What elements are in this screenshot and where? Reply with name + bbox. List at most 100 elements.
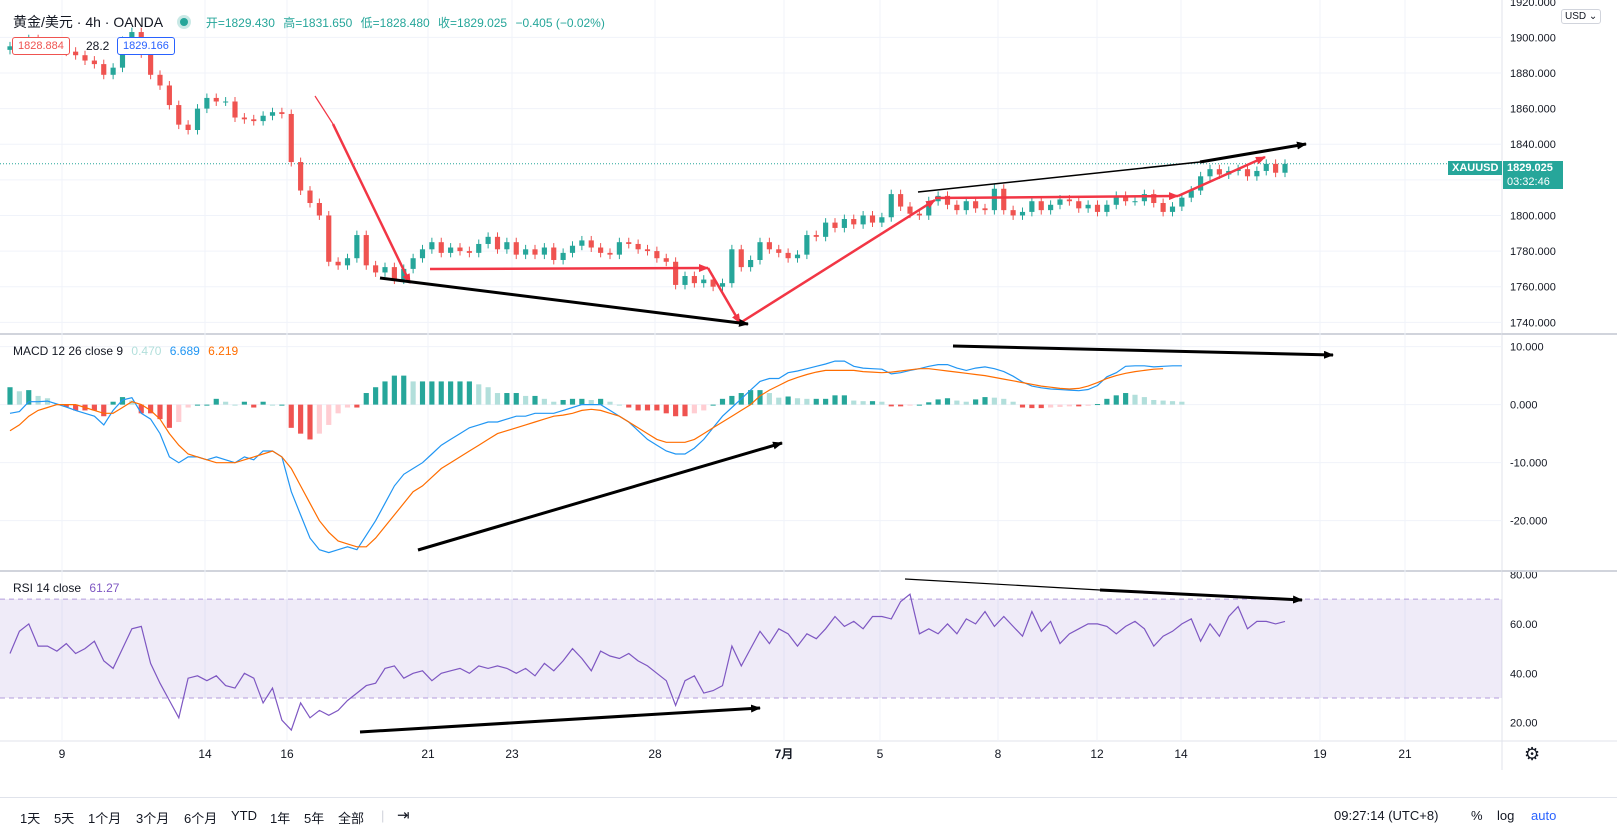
candle-body <box>607 252 613 255</box>
candle-body <box>166 85 172 106</box>
candle <box>110 63 116 80</box>
macd-histogram-bar <box>401 375 407 405</box>
price-tick-label: 1840.000 <box>1510 139 1556 151</box>
candle <box>738 244 744 272</box>
candle-body <box>241 117 247 120</box>
candle <box>757 237 763 265</box>
candle <box>298 157 304 195</box>
period-3m[interactable]: 3个月 <box>136 811 170 826</box>
macd-histogram-bar <box>391 375 397 405</box>
candle <box>954 200 960 215</box>
macd-histogram-bar <box>982 397 988 405</box>
toolbar-divider: | <box>381 808 385 823</box>
percent-toggle[interactable]: % <box>1471 808 1483 823</box>
candle <box>785 248 791 263</box>
candle-body <box>757 242 763 260</box>
period-ytd[interactable]: YTD <box>231 808 257 823</box>
currency-selector[interactable]: USD ⌄ <box>1561 9 1602 24</box>
candle <box>541 243 547 260</box>
period-5d[interactable]: 5天 <box>54 811 75 826</box>
candle-body <box>354 235 360 259</box>
period-all[interactable]: 全部 <box>338 811 365 826</box>
period-6m[interactable]: 6个月 <box>184 811 218 826</box>
candle-body <box>494 236 501 250</box>
candle-body <box>1216 169 1222 175</box>
macd-histogram-bar <box>438 381 444 405</box>
candle-body <box>560 252 566 260</box>
candle <box>1113 191 1119 210</box>
candle <box>879 212 885 228</box>
macd-tick-label: -10.000 <box>1510 458 1547 470</box>
candle-body <box>157 74 163 86</box>
candle-body <box>457 247 463 252</box>
macd-histogram-bar <box>307 404 313 440</box>
macd-histogram-bar <box>1010 401 1016 405</box>
candle-body <box>719 283 726 287</box>
macd-histogram-bar <box>973 399 979 405</box>
sell-price-box[interactable]: 1828.884 <box>12 37 70 55</box>
macd-histogram-bar <box>541 398 547 405</box>
candle <box>1254 166 1260 181</box>
candle-body <box>466 251 472 253</box>
candle <box>1198 171 1204 195</box>
period-1y[interactable]: 1年 <box>270 811 291 826</box>
candle <box>551 243 557 265</box>
candle <box>1282 159 1288 178</box>
time-tick-label: 16 <box>280 747 294 761</box>
candle <box>944 191 951 210</box>
candle-body <box>1207 169 1213 177</box>
candle <box>1001 184 1007 215</box>
macd-histogram-bar <box>1169 401 1176 405</box>
go-to-date-icon[interactable]: ⇥ <box>397 807 410 824</box>
change-value: −0.405 (−0.02%) <box>515 16 605 30</box>
macd-histogram-bar <box>148 404 154 414</box>
candle <box>841 214 847 233</box>
open-value: 开=1829.430 <box>205 16 275 30</box>
period-5y[interactable]: 5年 <box>304 811 325 826</box>
candle-body <box>982 208 988 211</box>
macd-histogram-bar <box>457 381 463 405</box>
auto-toggle[interactable]: auto <box>1531 808 1557 823</box>
candle <box>673 257 679 290</box>
candle <box>466 246 472 258</box>
chart-background <box>0 0 1617 797</box>
rsi-tick-label: 60.00 <box>1510 619 1538 631</box>
red-arrow-drop2 <box>706 267 742 324</box>
red-arrow-rise <box>739 198 936 325</box>
candle-body <box>551 247 557 260</box>
log-toggle[interactable]: log <box>1497 808 1515 823</box>
candle <box>1048 200 1054 215</box>
candle <box>176 100 182 130</box>
macd-histogram-bar <box>785 396 791 405</box>
candle <box>326 211 332 267</box>
price-tick-label: 1880.000 <box>1510 68 1556 80</box>
candle <box>598 243 604 258</box>
currency-label: USD <box>1565 11 1587 22</box>
candle <box>1019 207 1026 220</box>
candle-body <box>269 112 276 116</box>
macd-histogram-bar <box>588 399 594 405</box>
candle <box>869 211 876 228</box>
macd-histogram-bar <box>1019 404 1026 408</box>
macd-histogram-bar <box>616 404 622 406</box>
macd-histogram-bar <box>316 404 322 434</box>
candle <box>1076 196 1082 213</box>
price-tick-label: 1900.000 <box>1510 32 1556 44</box>
time-tick-label: 21 <box>421 747 435 761</box>
macd-histogram-bar <box>954 400 960 405</box>
candle-body <box>532 249 538 255</box>
price-tick-label: 1860.000 <box>1510 104 1556 116</box>
period-1d[interactable]: 1天 <box>20 811 41 826</box>
candle <box>419 244 426 263</box>
candle-body <box>1010 210 1016 216</box>
buy-price-box[interactable]: 1829.166 <box>117 37 175 55</box>
settings-gear-icon[interactable]: ⚙ <box>1524 744 1541 764</box>
candle-body <box>335 261 341 266</box>
macd-histogram-bar <box>898 404 904 407</box>
black-arrow-rsi-low <box>359 704 761 734</box>
last-price-countdown: 03:32:46 <box>1503 175 1563 189</box>
candle <box>457 243 463 256</box>
candle-body <box>523 249 529 255</box>
period-1m[interactable]: 1个月 <box>88 811 122 826</box>
